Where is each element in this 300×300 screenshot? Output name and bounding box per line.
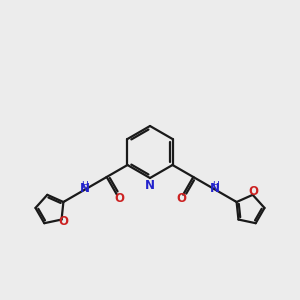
Text: N: N <box>80 182 90 194</box>
Text: N: N <box>210 182 220 194</box>
Text: H: H <box>212 181 219 190</box>
Text: H: H <box>81 181 88 190</box>
Text: O: O <box>176 193 186 206</box>
Text: N: N <box>145 179 155 192</box>
Text: O: O <box>59 215 69 228</box>
Text: O: O <box>248 185 258 198</box>
Text: O: O <box>114 193 124 206</box>
